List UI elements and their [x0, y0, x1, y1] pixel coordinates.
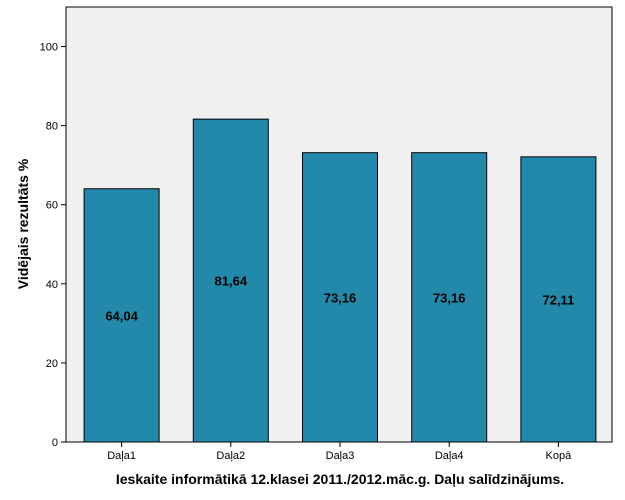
y-tick-label: 0	[52, 437, 58, 449]
x-tick-label: Kopā	[546, 450, 573, 462]
bar	[520, 156, 597, 443]
bar	[192, 118, 269, 443]
x-axis-ticks: Daļa1 Daļa2 Daļa3 Daļa4 Kopā	[107, 442, 572, 462]
bar-value-label: 64,04	[105, 308, 138, 323]
y-axis-title: Vidējais rezultāts %	[15, 158, 31, 289]
bar	[83, 188, 160, 443]
y-tick-label: 20	[46, 358, 58, 370]
x-tick-label: Daļa3	[326, 450, 355, 462]
bar-value-label: 72,11	[542, 292, 574, 307]
x-axis-title: Ieskaite informātikā 12.klasei 2011./201…	[116, 471, 564, 487]
y-axis-ticks: 0 20 40 60 80 100	[40, 42, 66, 449]
x-tick-label: Daļa1	[107, 450, 136, 462]
bars: 64,04 81,64 73,16 73,16 72,11	[83, 118, 597, 443]
bar-value-label: 73,16	[324, 290, 357, 305]
bar-value-label: 81,64	[215, 274, 248, 289]
y-tick-label: 80	[46, 121, 58, 133]
bar	[411, 152, 488, 443]
y-tick-label: 40	[46, 279, 58, 291]
bar-value-label: 73,16	[433, 290, 466, 305]
x-tick-label: Daļa2	[216, 450, 245, 462]
y-tick-label: 60	[46, 200, 58, 212]
y-tick-label: 100	[40, 42, 58, 54]
x-tick-label: Daļa4	[435, 450, 464, 462]
bar	[302, 152, 378, 443]
